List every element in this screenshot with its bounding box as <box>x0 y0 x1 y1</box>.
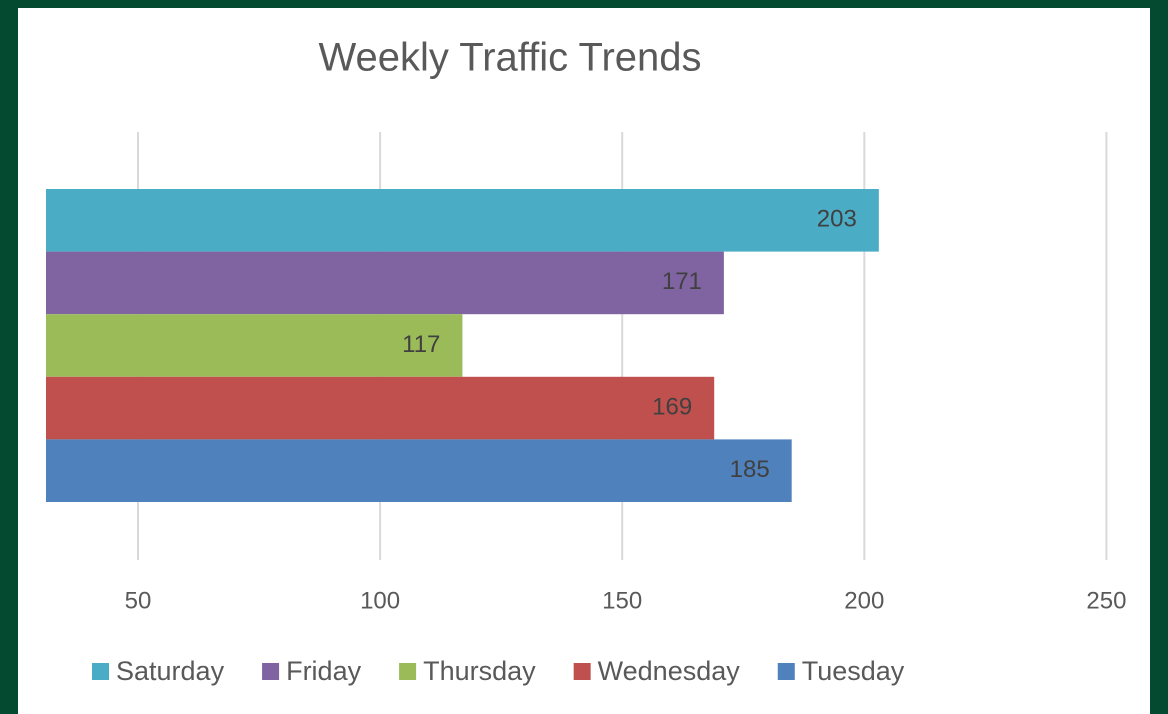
x-tick-label: 150 <box>602 587 642 614</box>
x-tick-label: 100 <box>360 587 400 614</box>
data-label: 169 <box>652 393 692 420</box>
legend-swatch <box>573 663 591 680</box>
x-tick-label: 50 <box>125 587 152 614</box>
bar <box>46 189 879 252</box>
legend-swatch <box>777 663 795 680</box>
legend-label: Friday <box>286 656 362 686</box>
legend-swatch <box>399 663 417 680</box>
bar <box>46 251 724 315</box>
x-tick-label: 250 <box>1086 587 1126 614</box>
legend-label: Wednesday <box>598 656 741 686</box>
data-label: 117 <box>402 331 440 358</box>
bar <box>46 314 463 377</box>
data-label: 185 <box>730 456 770 483</box>
data-label: 171 <box>662 268 702 295</box>
legend-label: Tuesday <box>802 656 905 686</box>
legend-label: Saturday <box>116 656 225 686</box>
bar <box>46 439 792 502</box>
legend-label: Thursday <box>423 656 536 686</box>
legend-swatch <box>262 663 280 680</box>
x-tick-label: 200 <box>844 587 884 614</box>
legend-swatch <box>92 663 109 680</box>
bar <box>46 376 715 440</box>
data-label: 203 <box>817 206 857 233</box>
chart-title: Weekly Traffic Trends <box>318 36 701 80</box>
